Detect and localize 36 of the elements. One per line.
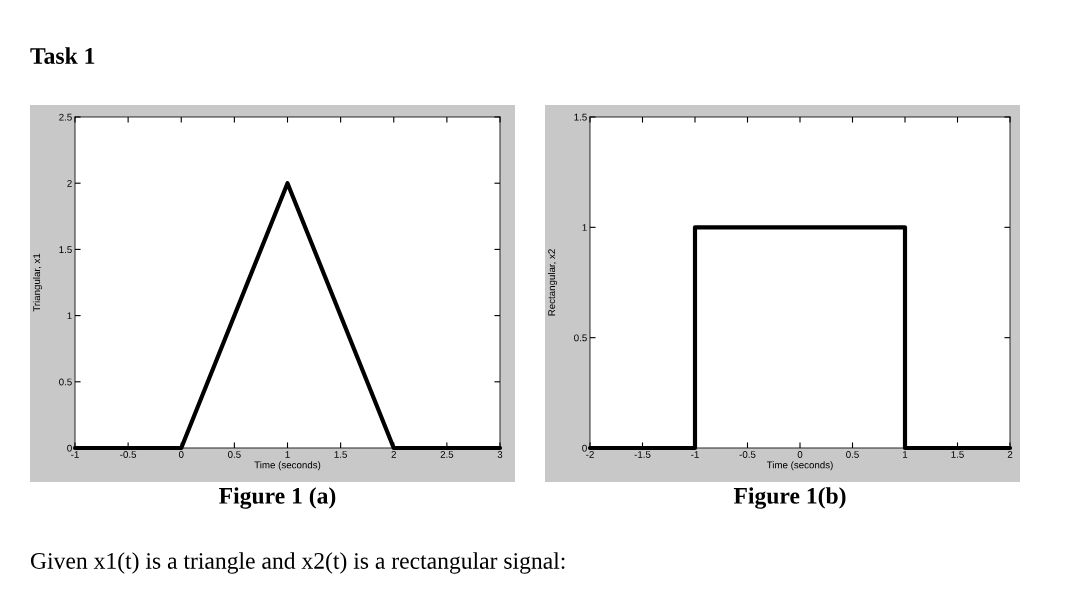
y-tick-label: 1	[582, 224, 587, 231]
x-tick-label: -2	[586, 451, 594, 458]
x-tick-label: -1.5	[634, 451, 651, 458]
x-tick-label: 1	[903, 451, 908, 458]
x-tick-label: 0.5	[846, 451, 859, 458]
y-tick-label: 0.5	[574, 334, 587, 342]
x-tick-label: 1.5	[334, 451, 347, 458]
x-tick-label: 1.5	[951, 451, 964, 458]
text: Given x1(t) is a triangle and x2(t) is a rectangular signal:	[30, 552, 565, 574]
y-axis-title: Rectangular, x2	[547, 249, 558, 316]
y-tick-label: 1.5	[59, 246, 72, 254]
text: Task 1	[30, 47, 95, 64]
x-tick-label: 0.5	[228, 451, 241, 458]
y-tick-label: 2	[67, 179, 72, 187]
x-tick-label: 2.5	[440, 451, 454, 458]
y-tick-label: 0.5	[59, 378, 72, 386]
y-tick-label: 0	[67, 444, 72, 452]
x-tick-label: -1	[71, 451, 79, 458]
x-tick-label: 3	[497, 451, 503, 458]
x-tick-label: 2	[1007, 451, 1013, 458]
x-tick-label: 2	[391, 451, 396, 458]
x-tick-label: 0	[797, 451, 803, 458]
x-tick-label: 1	[285, 451, 290, 458]
x-axis-title: Time (seconds)	[254, 461, 321, 471]
y-tick-label: 2.5	[59, 113, 72, 121]
caption: Figure 1(b)	[733, 487, 846, 509]
x-axis-title: Time (seconds)	[766, 461, 833, 471]
caption: Figure 1 (a)	[219, 487, 336, 509]
x-tick-label: -1	[691, 451, 699, 458]
x-tick-label: -0.5	[120, 451, 137, 458]
y-tick-label: 1	[67, 312, 72, 320]
x-tick-label: -0.5	[739, 451, 756, 458]
y-axis-title: Triangular, x1	[32, 253, 43, 312]
x-tick-label: 0	[178, 451, 184, 458]
y-tick-label: 0	[582, 444, 587, 452]
y-tick-label: 1.5	[574, 113, 587, 121]
